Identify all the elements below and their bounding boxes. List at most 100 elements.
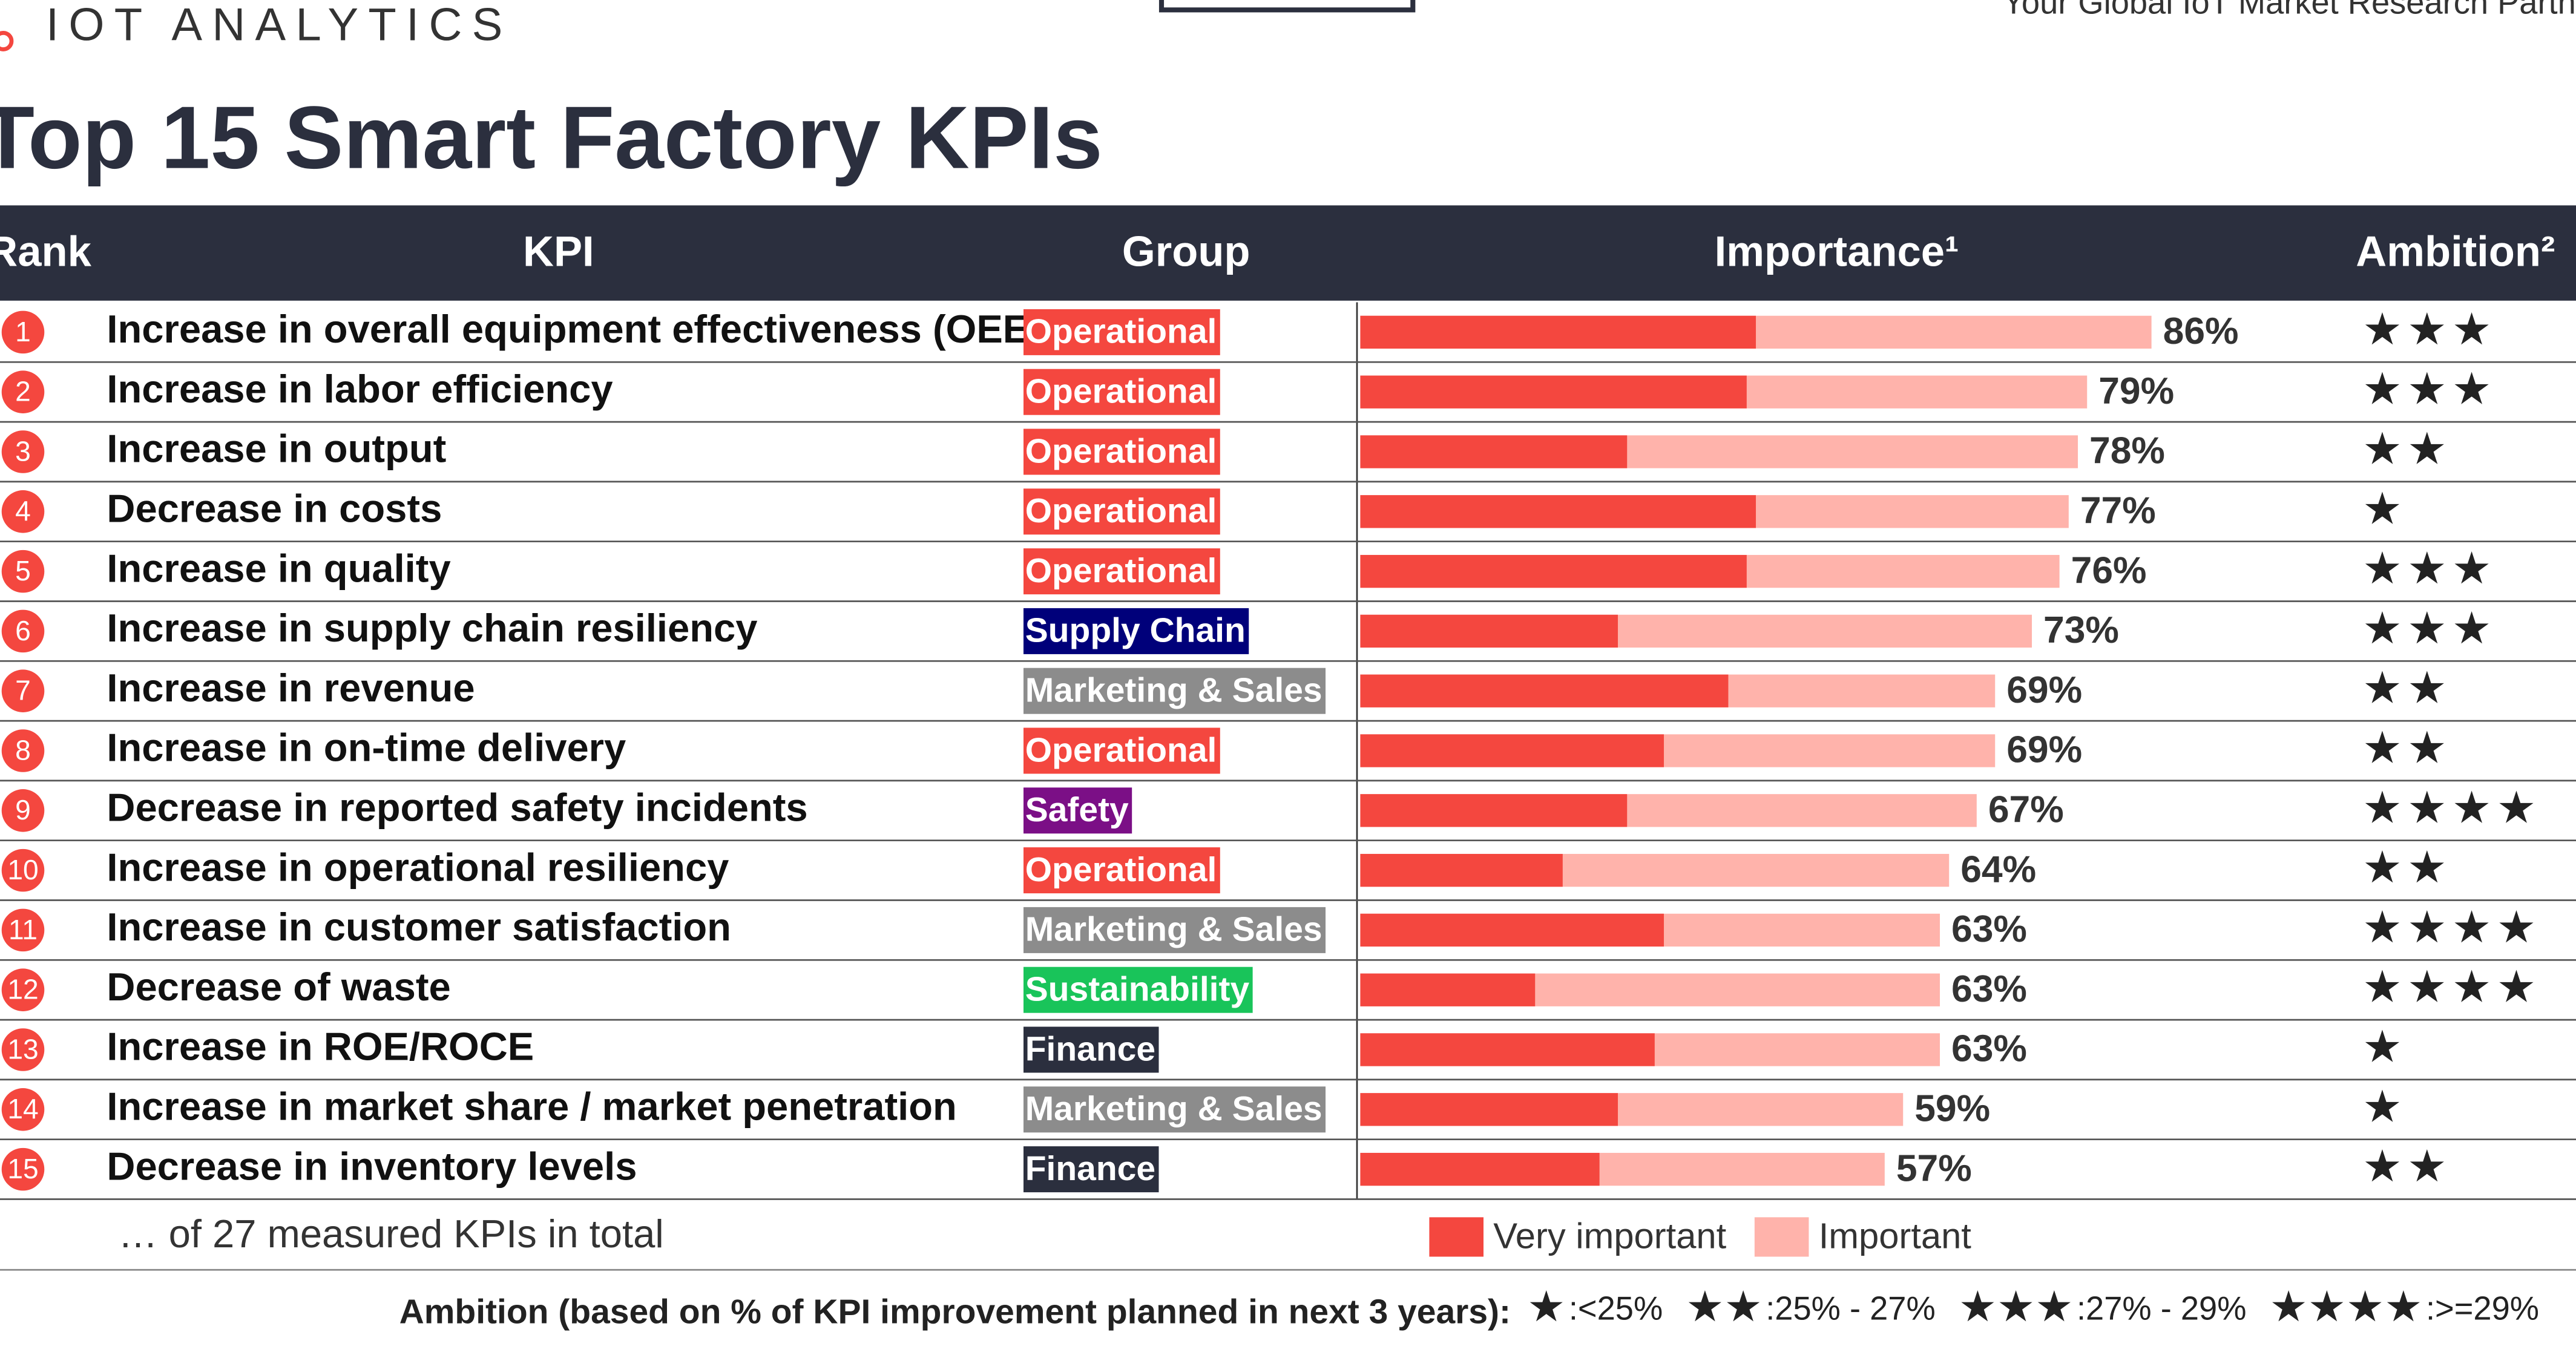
column-header: Rank: [0, 227, 92, 275]
rank-badge: [1, 729, 45, 772]
bar-very-important: [1360, 853, 1563, 887]
rank-badge: [1, 1088, 45, 1131]
ambition: ★★★: [2362, 304, 2496, 355]
ambition: ★★: [2362, 723, 2452, 774]
column-header: Ambition²: [2356, 227, 2555, 275]
group-tag: [1024, 309, 1220, 355]
value-label: 76%: [2071, 549, 2147, 591]
kpi: Decrease of waste: [107, 965, 450, 1009]
value-label: 79%: [2098, 370, 2174, 412]
group: Finance: [1025, 1029, 1155, 1068]
header-band: [0, 205, 2576, 301]
bar-very-important: [1360, 315, 1756, 349]
legend-swatch: [1754, 1217, 1809, 1257]
rank: 12: [7, 974, 38, 1005]
rank: 11: [8, 914, 38, 945]
ambition: ★: [2362, 1081, 2407, 1132]
bar-very-important: [1360, 435, 1628, 468]
value-label: 63%: [1951, 1028, 2027, 1070]
group: Finance: [1025, 1149, 1155, 1188]
value-label: 69%: [2006, 669, 2082, 711]
group-tag: [1024, 488, 1220, 535]
rank: 10: [7, 854, 38, 885]
value-label: 59%: [1914, 1087, 1990, 1129]
rank-badge: [1, 789, 45, 832]
group: Marketing & Sales: [1025, 1089, 1322, 1128]
group-tag: [1024, 668, 1326, 714]
group: Operational: [1025, 730, 1217, 769]
bar-very-important: [1360, 913, 1664, 947]
ambition: ★★★★: [2362, 962, 2541, 1013]
rank: 3: [15, 435, 31, 467]
value-label: 86%: [2163, 310, 2239, 352]
legend-label: Important: [1819, 1215, 1972, 1256]
title: Top 15 Smart Factory KPIs: [0, 88, 1103, 188]
group-tag: [1024, 428, 1220, 475]
rank: 9: [15, 794, 31, 825]
logo-mark: [0, 30, 14, 51]
ambition-legend-label: :>=29%: [2426, 1290, 2539, 1327]
ambition-legend-stars: ★★★★: [2269, 1281, 2422, 1331]
value-label: 67%: [1988, 788, 2064, 830]
kpi: Decrease in costs: [107, 487, 442, 531]
group-tag: [1024, 1026, 1159, 1073]
ambition: ★★★★: [2362, 782, 2541, 833]
ambition: ★★: [2362, 424, 2452, 475]
rank: 15: [7, 1153, 38, 1184]
value-label: 64%: [1960, 848, 2036, 890]
rank-badge: [1, 1028, 45, 1071]
ambition-legend-stars: ★★★: [1959, 1281, 2074, 1331]
top-box: [1158, 0, 1416, 13]
group-tag: [1024, 907, 1326, 953]
ambition-legend-title: Ambition (based on % of KPI improvement …: [399, 1293, 1511, 1331]
kpi: Increase in ROE/ROCE: [107, 1025, 534, 1069]
rank-badge: [1, 669, 45, 712]
bar-very-important: [1360, 1093, 1618, 1126]
rank: 4: [15, 495, 31, 527]
ambition: ★★★★: [2362, 902, 2541, 953]
ambition: ★★: [2362, 842, 2452, 893]
bar-very-important: [1360, 554, 1747, 588]
rank-badge: [1, 848, 45, 892]
group-tag: [1024, 1086, 1326, 1133]
rank-badge: [1, 968, 45, 1011]
ambition-legend-label: :27% - 29%: [2077, 1290, 2247, 1327]
legend-swatch: [1429, 1217, 1484, 1257]
rank: 1: [15, 316, 31, 347]
tagline: Your Global IoT Market Research Partner: [2003, 0, 2576, 21]
ambition: ★: [2362, 483, 2407, 534]
bar-very-important: [1360, 794, 1628, 827]
rank: 13: [7, 1033, 38, 1065]
group: Safety: [1025, 790, 1129, 829]
group-tag: [1024, 966, 1253, 1013]
rank: 7: [15, 675, 31, 706]
value-label: 57%: [1896, 1147, 1972, 1189]
group-tag: [1024, 369, 1220, 415]
group: Operational: [1025, 491, 1217, 530]
legend-label: Very important: [1493, 1215, 1726, 1256]
ambition-legend-label: :25% - 27%: [1766, 1290, 1936, 1327]
rank-badge: [1, 1147, 45, 1191]
rank: 8: [15, 734, 31, 766]
kpi: Increase in labor efficiency: [107, 367, 613, 411]
bar-very-important: [1360, 1033, 1655, 1066]
kpi: Increase in quality: [107, 546, 450, 590]
group: Operational: [1025, 372, 1217, 410]
bar-very-important: [1360, 674, 1729, 707]
bar-very-important: [1360, 1152, 1600, 1186]
kpi: Increase in on-time delivery: [107, 726, 626, 770]
kpi: Decrease in inventory levels: [107, 1144, 637, 1188]
rank-badge: [1, 550, 45, 593]
ambition: ★★: [2362, 663, 2452, 714]
group-tag: [1024, 1146, 1159, 1193]
group-tag: [1024, 847, 1220, 894]
ambition-legend-stars: ★: [1527, 1281, 1565, 1331]
ambition-legend-stars: ★★: [1686, 1281, 1763, 1331]
group-tag: [1024, 727, 1220, 774]
column-header: Group: [1122, 227, 1250, 275]
kpi: Decrease in reported safety incidents: [107, 786, 807, 830]
kpi: Increase in operational resiliency: [107, 845, 729, 889]
value-label: 78%: [2089, 430, 2165, 472]
